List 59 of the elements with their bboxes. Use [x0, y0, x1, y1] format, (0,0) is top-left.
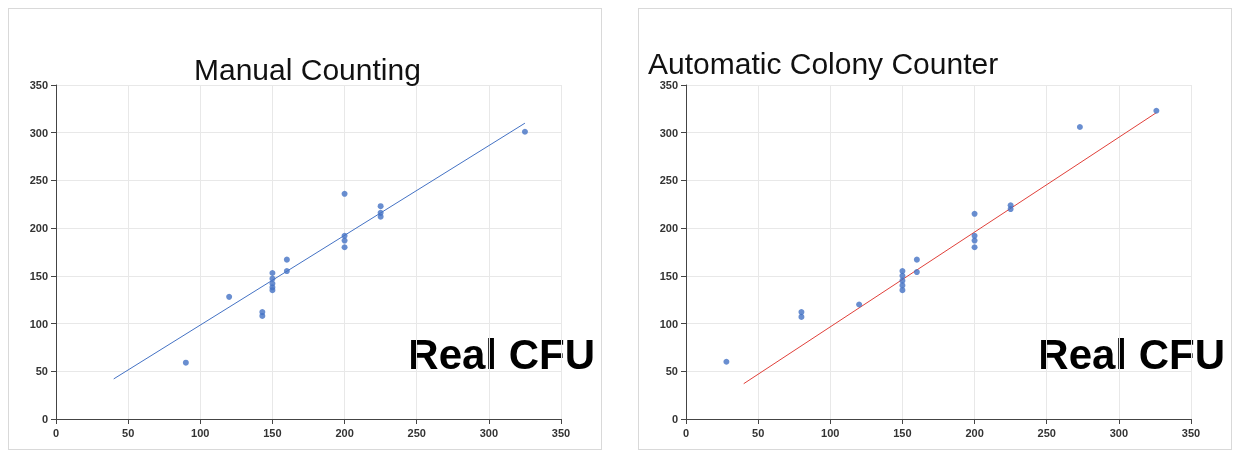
x-tick-label: 150	[263, 426, 282, 439]
y-tick-label: 250	[659, 174, 678, 187]
y-tick-label: 200	[659, 222, 678, 235]
point	[971, 210, 978, 217]
point	[899, 287, 906, 294]
y-tick-label: 0	[41, 413, 48, 425]
point	[856, 301, 863, 308]
x-axis-title: Real CFU	[1038, 330, 1225, 378]
x-tick-label: 100	[191, 426, 210, 439]
point	[1007, 206, 1014, 213]
point	[971, 244, 978, 251]
x-tick-label: 300	[479, 426, 499, 439]
x-tick-label: 350	[551, 426, 571, 439]
point	[283, 256, 290, 263]
y-tick-label: 150	[29, 269, 48, 282]
y-tick-label: 350	[29, 79, 48, 91]
y-tick-label: 100	[659, 317, 678, 330]
x-tick-label: 250	[1037, 426, 1056, 439]
point	[269, 270, 276, 276]
y-tick-label: 100	[29, 317, 48, 330]
x-tick-label: 200	[965, 426, 984, 439]
point	[283, 268, 290, 275]
x-axis-title: Real CFU	[408, 330, 595, 378]
x-tick-label: 300	[1109, 426, 1129, 439]
y-tick-label: 300	[29, 126, 48, 139]
y-tick-label: 0	[671, 413, 678, 425]
point	[521, 128, 528, 135]
point	[1076, 123, 1083, 130]
x-tick-label: 50	[122, 426, 135, 439]
point	[377, 213, 384, 220]
point	[913, 269, 920, 276]
x-tick-label: 100	[821, 426, 840, 439]
y-tick-label: 150	[659, 269, 678, 282]
x-tick-label: 250	[407, 426, 426, 439]
x-tick-label: 0	[52, 426, 60, 439]
point	[723, 358, 730, 365]
x-tick-label: 50	[752, 426, 765, 439]
point	[341, 244, 348, 251]
point	[226, 293, 233, 300]
x-tick-label: 350	[1181, 426, 1201, 439]
y-tick-label: 200	[29, 222, 48, 235]
x-tick-label: 150	[893, 426, 912, 439]
point	[798, 313, 805, 320]
point	[971, 237, 978, 244]
point	[1153, 107, 1160, 114]
y-tick-label: 300	[659, 126, 678, 139]
y-tick-label: 250	[29, 174, 48, 187]
y-tick-label: 350	[659, 79, 678, 91]
point	[341, 190, 348, 197]
y-tick-label: 50	[35, 365, 48, 378]
x-tick-label: 0	[682, 426, 690, 439]
chart-title: Automatic Colony Counter	[648, 46, 999, 80]
point	[377, 203, 384, 210]
y-tick-label: 50	[665, 365, 678, 378]
point	[182, 359, 189, 366]
x-tick-label: 200	[335, 426, 354, 439]
point	[341, 237, 348, 244]
point	[913, 256, 920, 263]
chart-title: Manual Counting	[194, 52, 421, 86]
